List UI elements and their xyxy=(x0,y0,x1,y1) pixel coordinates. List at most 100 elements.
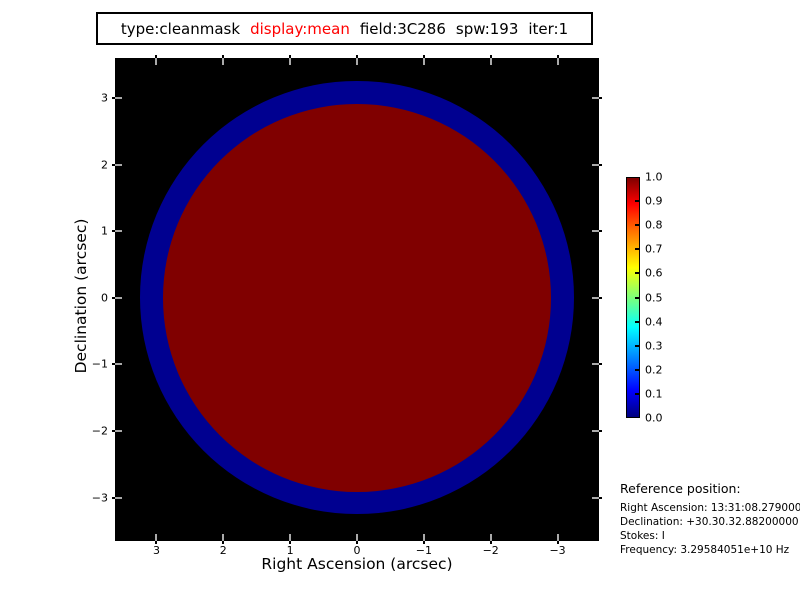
y-tick xyxy=(592,296,599,299)
x-tick-label: 3 xyxy=(152,544,160,557)
title-segment: type:cleanmask xyxy=(120,19,241,38)
x-tick xyxy=(422,55,425,58)
y-tick xyxy=(599,363,602,366)
colorbar-tick xyxy=(635,248,639,251)
reference-position-block: Reference position: Right Ascension: 13:… xyxy=(620,481,800,557)
x-tick xyxy=(556,534,559,541)
x-tick-label: −3 xyxy=(549,544,566,557)
colorbar-tick xyxy=(635,320,639,323)
title-segment: iter:1 xyxy=(528,19,569,38)
x-tick-label: 2 xyxy=(219,544,227,557)
x-tick xyxy=(489,55,492,58)
y-tick xyxy=(592,96,599,99)
title-segment: field:3C286 xyxy=(359,19,446,38)
x-tick xyxy=(289,541,292,544)
x-tick xyxy=(155,55,158,58)
mask-core-region xyxy=(163,103,551,492)
x-tick-label: −2 xyxy=(482,544,499,557)
x-tick xyxy=(556,541,559,544)
colorbar-tick-label: 0.7 xyxy=(645,242,663,256)
y-tick xyxy=(599,96,602,99)
x-tick-label: 0 xyxy=(353,544,361,557)
plot-canvas[interactable] xyxy=(115,58,599,541)
y-tick-label: −3 xyxy=(91,491,108,505)
colorbar-tick-label: 0.9 xyxy=(645,194,663,208)
y-tick xyxy=(115,430,122,433)
reference-line: Frequency: 3.29584051e+10 Hz xyxy=(620,544,790,556)
y-tick xyxy=(592,230,599,233)
reference-line: Right Ascension: 13:31:08.27900000 xyxy=(620,502,800,514)
x-tick xyxy=(222,55,225,58)
x-tick xyxy=(222,58,225,65)
colorbar-gradient[interactable] xyxy=(626,177,640,418)
y-tick xyxy=(599,496,602,499)
colorbar-tick xyxy=(635,224,639,227)
y-tick xyxy=(112,496,115,499)
x-tick xyxy=(356,534,358,541)
y-tick xyxy=(112,430,115,433)
x-axis-title: Right Ascension (arcsec) xyxy=(261,555,453,573)
x-tick xyxy=(489,534,492,541)
x-tick xyxy=(556,55,559,58)
x-tick xyxy=(222,541,225,544)
x-tick xyxy=(356,55,358,58)
y-tick-label: 1 xyxy=(101,224,108,238)
colorbar-tick xyxy=(635,368,639,371)
x-tick xyxy=(556,58,559,65)
colorbar-tick xyxy=(635,344,639,347)
colorbar-tick-label: 0.1 xyxy=(645,387,663,401)
reference-heading: Reference position: xyxy=(620,481,741,496)
x-tick xyxy=(422,58,425,65)
x-tick xyxy=(422,534,425,541)
reference-lines: Right Ascension: 13:31:08.27900000 Declin… xyxy=(620,501,800,557)
colorbar-tick xyxy=(635,272,639,275)
y-tick xyxy=(599,230,602,233)
reference-line: Declination: +30.30.32.88200000 xyxy=(620,516,799,528)
y-tick xyxy=(115,496,122,499)
x-tick xyxy=(289,58,292,65)
y-tick xyxy=(115,296,122,299)
x-tick xyxy=(155,541,158,544)
y-tick xyxy=(115,363,122,366)
x-tick-label: 1 xyxy=(286,544,294,557)
y-tick xyxy=(592,363,599,366)
title-segment: spw:193 xyxy=(455,19,519,38)
x-tick xyxy=(222,534,225,541)
y-tick xyxy=(115,163,122,166)
colorbar-tick-label: 0.8 xyxy=(645,218,663,232)
colorbar-tick xyxy=(635,296,639,299)
x-tick-label: −1 xyxy=(415,544,432,557)
y-tick xyxy=(112,296,115,299)
y-tick xyxy=(112,163,115,166)
colorbar-tick xyxy=(635,200,639,203)
y-tick xyxy=(115,230,122,233)
y-tick xyxy=(599,296,602,299)
x-tick xyxy=(356,541,358,544)
y-axis-title: Declination (arcsec) xyxy=(72,218,90,374)
y-tick-label: −1 xyxy=(91,357,108,371)
x-tick xyxy=(489,541,492,544)
colorbar-tick xyxy=(635,392,639,395)
y-tick xyxy=(112,363,115,366)
colorbar-tick-label: 0.4 xyxy=(645,315,663,329)
y-tick-label: 0 xyxy=(101,291,108,305)
plot-title: type:cleanmask display:mean field:3C286 spw… xyxy=(96,12,593,45)
x-tick xyxy=(155,534,158,541)
colorbar-tick-label: 1.0 xyxy=(645,170,663,184)
y-tick xyxy=(599,430,602,433)
y-tick xyxy=(599,163,602,166)
y-tick xyxy=(115,96,122,99)
colorbar-tick-label: 0.5 xyxy=(645,291,663,304)
x-tick xyxy=(489,58,492,65)
colorbar-tick-label: 0.0 xyxy=(645,411,663,425)
y-tick xyxy=(112,96,115,99)
title-segment: display:mean xyxy=(250,19,350,38)
y-tick xyxy=(112,230,115,233)
y-tick-label: 3 xyxy=(101,91,108,105)
y-tick-label: 2 xyxy=(101,158,108,172)
x-tick xyxy=(289,534,292,541)
y-tick xyxy=(592,430,599,433)
x-tick xyxy=(422,541,425,544)
x-tick xyxy=(356,58,358,65)
